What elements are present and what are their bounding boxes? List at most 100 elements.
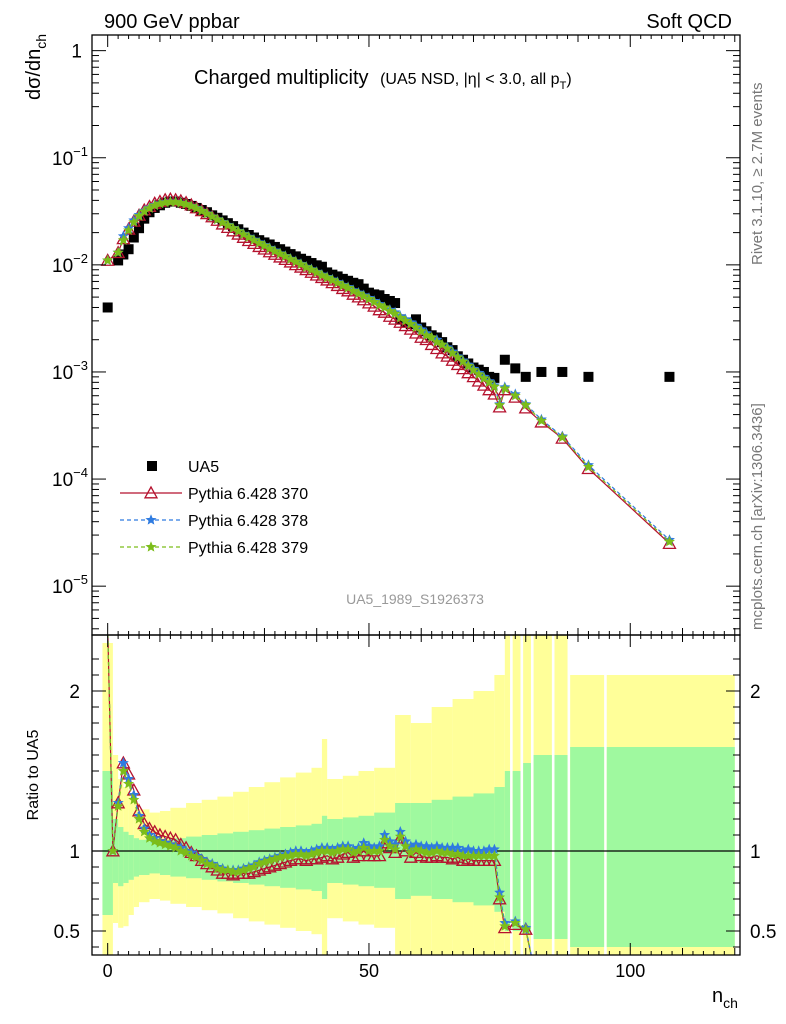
data-point-ua5 (301, 255, 312, 266)
x-axis-label: nch (712, 985, 738, 1011)
ratio-y-tick-label-left: 2 (69, 682, 80, 703)
legend: UA5 Pythia 6.428 370 Pythia 6.428 378 Pythi… (120, 459, 308, 557)
chart-title-main: Charged multiplicity (194, 67, 369, 89)
star-marker (499, 920, 511, 931)
main-y-axis-label: dσ/dnch (23, 34, 49, 100)
data-point-ua5 (384, 295, 395, 306)
star-marker (248, 234, 260, 245)
star-marker (520, 399, 532, 410)
x-tick-label: 100 (615, 961, 645, 981)
triangle-marker (143, 485, 159, 499)
data-point-ua5 (489, 372, 500, 383)
chart-title-sub-index: T (560, 80, 567, 92)
star-marker (389, 843, 401, 855)
data-point-ua5 (499, 354, 510, 365)
data-point-ua5 (664, 371, 675, 382)
star-marker (227, 222, 239, 233)
chart-title-sub-end: ) (566, 71, 571, 88)
star-marker (389, 307, 401, 319)
triangle-marker (257, 861, 272, 875)
star-marker (112, 246, 124, 258)
data-point-ua5 (311, 260, 322, 271)
ratio-y-tick-label-left: 0.5 (54, 922, 80, 943)
triangle-marker (262, 859, 277, 873)
data-point-ua5 (353, 279, 364, 290)
x-axis-label-sub: ch (723, 995, 738, 1011)
data-point-ua5 (390, 298, 401, 309)
band-inner-segment (149, 841, 160, 874)
x-tick-label: 50 (359, 961, 379, 981)
ratio-y-tick-label-right: 0.5 (750, 922, 776, 943)
star-marker (128, 216, 140, 227)
y-tick-label: 10−5 (52, 572, 88, 598)
triangle-marker (387, 845, 403, 859)
star-marker (509, 917, 521, 928)
data-point-ua5 (358, 283, 369, 294)
star-marker (452, 848, 464, 859)
legend-label: Pythia 6.428 370 (188, 486, 308, 503)
star-marker (499, 382, 511, 394)
ratio-uncertainty-bands (102, 635, 735, 955)
band-inner-segment (494, 787, 505, 912)
star-marker (494, 891, 506, 903)
star-marker (269, 245, 281, 256)
band-inner-segment (533, 755, 552, 939)
rivet-version-label: Rivet 3.1.10, ≥ 2.7M events (749, 83, 766, 266)
star-marker (441, 342, 453, 354)
star-marker (488, 850, 500, 861)
ratio-y-axis-label: Ratio to UA5 (25, 730, 42, 821)
star-marker (410, 321, 422, 333)
star-marker (663, 535, 675, 547)
ratio-y-tick-label-right: 1 (750, 842, 761, 863)
star-marker (128, 794, 140, 805)
band-inner-segment (311, 823, 322, 891)
band-inner-segment (118, 827, 124, 887)
band-inner-segment (159, 839, 171, 875)
data-point-ua5 (369, 289, 380, 300)
data-point-ua5 (316, 261, 327, 272)
star-marker (431, 336, 443, 347)
y-tick-label: 10−3 (52, 358, 88, 384)
band-inner-segment (128, 835, 134, 880)
data-point-ua5 (118, 249, 129, 260)
legend-label: Pythia 6.428 378 (188, 513, 308, 530)
star-marker (311, 266, 323, 278)
triangle-marker (278, 854, 293, 868)
ratio-y-tick-label-right: 2 (750, 682, 761, 703)
star-marker (112, 800, 124, 811)
data-point-ua5 (557, 366, 568, 377)
band-inner-segment (523, 763, 531, 935)
star-marker (509, 389, 521, 401)
star-marker (145, 514, 157, 525)
data-point-ua5 (379, 293, 390, 304)
star-marker (431, 845, 443, 856)
data-point-ua5 (374, 290, 385, 301)
star-marker (531, 974, 541, 983)
data-point-ua5 (113, 255, 124, 266)
triangle-marker (492, 891, 507, 905)
band-inner-segment (102, 771, 113, 915)
star-marker (107, 845, 119, 856)
data-point-ua5 (411, 314, 421, 325)
main-y-axis-label-text: dσ/dn (23, 49, 45, 100)
star-marker (373, 845, 385, 856)
band-inner-segment (123, 831, 129, 883)
star-marker (170, 196, 182, 207)
star-marker (467, 364, 479, 375)
star-marker (447, 347, 459, 358)
triangle-marker (273, 856, 288, 870)
main-y-axis-label-sub: ch (33, 34, 49, 49)
band-inner-segment (139, 839, 150, 875)
star-marker (520, 923, 532, 935)
data-point-ua5 (536, 366, 547, 377)
star-marker (400, 840, 412, 851)
data-point-ua5 (128, 232, 139, 243)
band-inner-segment (570, 747, 605, 947)
triangle-marker (330, 850, 345, 863)
star-marker (123, 224, 135, 236)
star-marker (494, 399, 506, 410)
x-tick-label: 0 (103, 961, 113, 981)
y-tick-label: 10−2 (52, 251, 88, 277)
star-marker (123, 778, 135, 789)
